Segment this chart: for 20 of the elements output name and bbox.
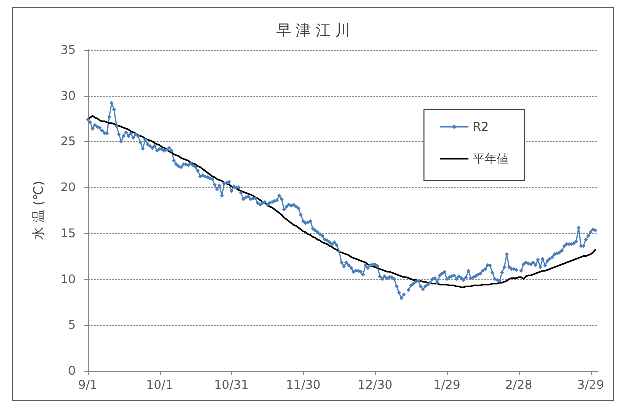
x-tick-label: 2/28 (506, 378, 532, 392)
x-tick-label: 10/1 (146, 378, 174, 392)
y-tick-label: 35 (60, 43, 76, 57)
y-tick-label: 10 (60, 272, 76, 286)
y-tick-label: 30 (60, 88, 76, 103)
x-tick-label: 12/30 (358, 378, 393, 392)
y-tick-label: 0 (68, 364, 76, 378)
x-tick-label: 9/1 (78, 378, 98, 392)
y-tick-label: 15 (60, 226, 76, 240)
legend-label: 平年値 (473, 152, 509, 166)
x-tick-label: 10/31 (214, 378, 249, 392)
y-axis-title: 水 温 (℃) (32, 180, 47, 240)
x-tick-label: 3/29 (577, 378, 604, 392)
y-tick-label: 5 (68, 318, 76, 332)
legend-label: R2 (473, 120, 489, 134)
x-tick-label: 11/30 (286, 378, 321, 392)
y-tick-label: 20 (60, 180, 76, 195)
chart-title: 早 津 江 川 (276, 22, 351, 40)
x-tick-label: 1/29 (434, 378, 461, 392)
y-tick-label: 25 (60, 134, 76, 149)
